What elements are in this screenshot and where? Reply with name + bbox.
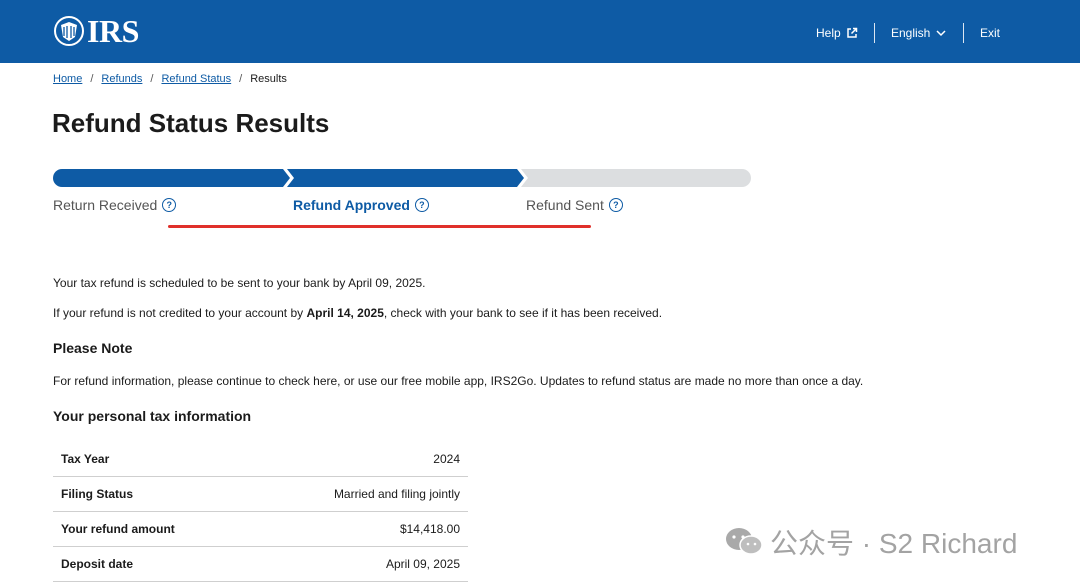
breadcrumb-refunds[interactable]: Refunds <box>101 73 143 85</box>
logo-text: IRS <box>87 13 139 49</box>
help-label: Help <box>816 26 841 40</box>
wechat-icon <box>726 528 763 555</box>
step-refund-sent: Refund Sent ? <box>526 197 623 213</box>
language-label: English <box>891 26 931 40</box>
credit-date: April 14, 2025 <box>306 306 384 320</box>
external-link-icon <box>846 27 857 38</box>
irs-logo[interactable]: IRS <box>52 14 139 48</box>
question-circle-icon[interactable]: ? <box>608 198 623 212</box>
question-circle-icon[interactable]: ? <box>414 198 429 212</box>
language-selector[interactable]: English <box>891 22 947 44</box>
progress-pending-segment <box>521 169 751 187</box>
site-header: IRS Help English Exit <box>0 0 1080 63</box>
progress-bar <box>53 169 751 187</box>
step-label: Refund Sent <box>526 197 604 213</box>
row-value: $14,418.00 <box>399 522 460 536</box>
table-row: Your refund amount $14,418.00 <box>53 512 468 547</box>
progress-step-received <box>53 169 290 187</box>
step-refund-approved: Refund Approved ? <box>293 197 429 213</box>
step-label: Return Received <box>53 197 158 213</box>
credit-prefix: If your refund is not credited to your a… <box>53 306 307 320</box>
progress-step-approved <box>287 169 524 187</box>
breadcrumb-current: Results <box>250 73 287 85</box>
scheduled-message: Your tax refund is scheduled to be sent … <box>53 276 426 290</box>
help-link[interactable]: Help <box>816 22 858 44</box>
step-label: Refund Approved <box>293 197 410 213</box>
exit-label: Exit <box>980 26 1001 40</box>
credit-message: If your refund is not credited to your a… <box>53 306 662 320</box>
step-return-received: Return Received ? <box>53 197 177 213</box>
breadcrumb-refund-status[interactable]: Refund Status <box>161 73 232 85</box>
eagle-emblem-icon <box>54 16 84 46</box>
row-label: Tax Year <box>61 452 110 466</box>
breadcrumb: Home / Refunds / Refund Status / Results <box>53 73 287 85</box>
row-label: Filing Status <box>61 487 133 501</box>
row-value: April 09, 2025 <box>385 557 460 571</box>
table-row: Tax Year 2024 <box>53 442 468 477</box>
highlight-underline <box>168 225 591 228</box>
breadcrumb-home[interactable]: Home <box>53 73 83 85</box>
breadcrumb-separator: / <box>150 73 154 85</box>
watermark-text: 公众号 · S2 Richard <box>770 528 1018 559</box>
exit-link[interactable]: Exit <box>980 22 1000 44</box>
table-row: Deposit date April 09, 2025 <box>53 547 468 582</box>
row-value: Married and filing jointly <box>333 487 460 501</box>
breadcrumb-separator: / <box>90 73 94 85</box>
please-note-heading: Please Note <box>53 340 133 356</box>
question-circle-icon[interactable]: ? <box>162 198 177 212</box>
watermark: 公众号 · S2 Richard <box>724 522 1017 562</box>
breadcrumb-separator: / <box>239 73 243 85</box>
row-label: Your refund amount <box>61 522 175 536</box>
header-divider <box>963 23 964 43</box>
header-divider <box>874 23 875 43</box>
note-text: For refund information, please continue … <box>53 374 864 388</box>
personal-info-heading: Your personal tax information <box>53 408 252 424</box>
table-row: Filing Status Married and filing jointly <box>53 477 468 512</box>
row-value: 2024 <box>433 452 460 466</box>
page-title: Refund Status Results <box>52 108 330 138</box>
chevron-down-icon <box>936 30 946 37</box>
credit-suffix: , check with your bank to see if it has … <box>383 306 663 320</box>
tax-info-table: Tax Year 2024 Filing Status Married and … <box>53 442 468 582</box>
row-label: Deposit date <box>61 557 134 571</box>
